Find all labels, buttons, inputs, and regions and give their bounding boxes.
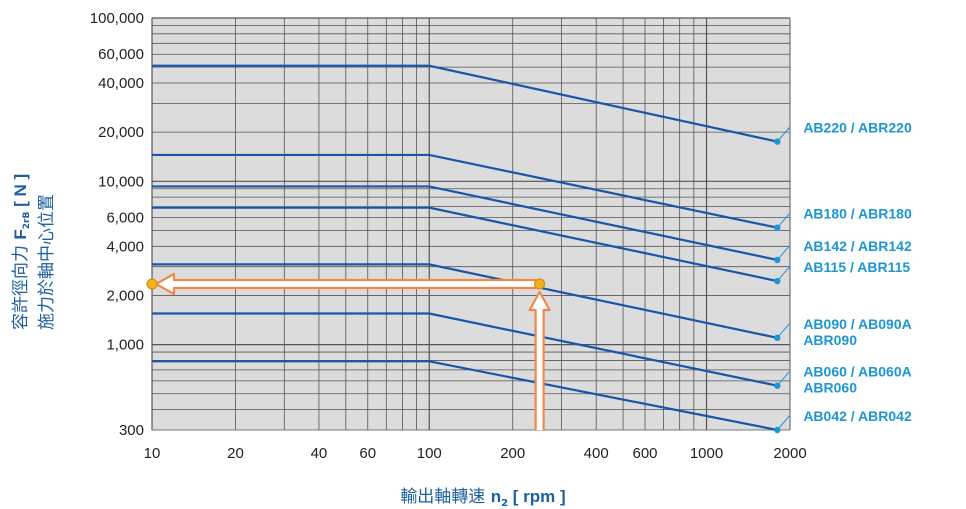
result-point [146, 278, 158, 290]
example-point [534, 278, 546, 290]
x-tick-label: 1000 [690, 445, 723, 462]
series-label: AB060 / AB060A [803, 364, 911, 380]
grid [151, 17, 791, 431]
series-line [152, 153, 778, 229]
series-line [152, 64, 778, 143]
example-annotation [146, 272, 551, 430]
x-tick-label: 400 [584, 445, 609, 462]
series-label-2: ABR090 [803, 332, 857, 348]
series-line [152, 206, 778, 283]
y-axis-title: 容許徑向力 F2rB [ N ] [11, 173, 32, 330]
series-leader [776, 415, 790, 431]
series-leader [776, 266, 790, 282]
y-tick-labels: 300 1,000 2,000 4,000 6,000 10,000 20,000 40,00… [90, 10, 144, 439]
series-label: AB042 / ABR042 [803, 408, 912, 424]
y-tick-label: 60,000 [98, 46, 144, 63]
y-axis-subtitle: 施力於軸中心位置 [37, 194, 57, 330]
series-label: AB180 / ABR180 [803, 206, 912, 222]
series-labels: AB220 / ABR220 AB180 / ABR180 AB142 / ABR1… [803, 120, 912, 424]
y-tick-label: 40,000 [98, 75, 144, 92]
y-tick-label: 100,000 [90, 10, 144, 27]
series-leader [776, 323, 790, 339]
series-line [152, 312, 778, 387]
x-tick-labels: 10 20 40 60 100 200 400 600 1000 2000 [144, 445, 807, 462]
series-line [152, 185, 778, 262]
series-label-2: ABR060 [803, 380, 857, 396]
series-leader [776, 127, 790, 142]
series-label: AB090 / AB090A [803, 316, 911, 332]
x-axis-title: 輸出軸轉速 n2 [ rpm ] [400, 487, 566, 509]
vertical-arrow [528, 290, 551, 430]
y-tick-label: 1,000 [106, 337, 144, 354]
x-tick-label: 40 [311, 445, 328, 462]
y-tick-label: 6,000 [106, 210, 144, 227]
x-tick-label: 2000 [773, 445, 806, 462]
x-tick-label: 100 [417, 445, 442, 462]
y-tick-label: 20,000 [98, 124, 144, 141]
series-line [152, 360, 778, 432]
y-tick-label: 10,000 [98, 173, 144, 190]
series-label: AB220 / ABR220 [803, 120, 912, 136]
x-tick-label: 10 [144, 445, 161, 462]
series-label: AB115 / ABR115 [803, 259, 910, 275]
series-leader [776, 213, 790, 229]
series-label: AB142 / ABR142 [803, 238, 912, 254]
x-tick-label: 200 [500, 445, 525, 462]
y-tick-label: 300 [119, 422, 144, 439]
x-tick-label: 60 [359, 445, 376, 462]
x-tick-label: 600 [633, 445, 658, 462]
series-lines [152, 64, 790, 434]
horizontal-arrow [154, 272, 537, 296]
series-leader [776, 371, 790, 387]
series-leader [776, 245, 790, 261]
series-line [152, 263, 778, 339]
y-tick-label: 4,000 [106, 238, 144, 255]
x-tick-label: 20 [227, 445, 244, 462]
y-tick-label: 2,000 [106, 287, 144, 304]
